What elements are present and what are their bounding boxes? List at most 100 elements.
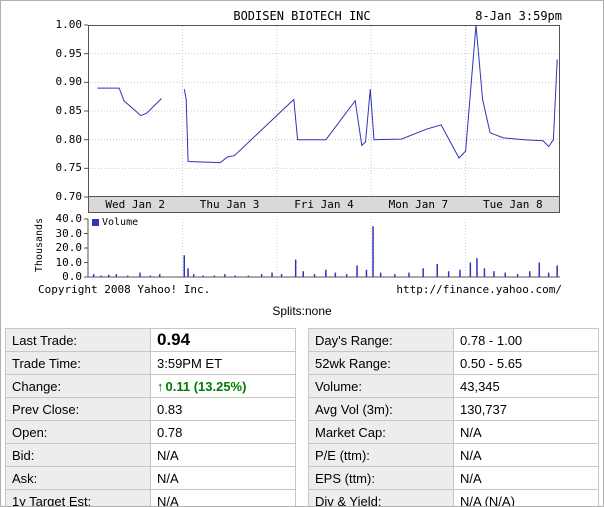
prev-close-value: 0.83 (150, 397, 296, 421)
table-row: Bid: N/A (5, 443, 296, 467)
market-cap-value: N/A (453, 420, 599, 444)
div-yield-value: N/A (N/A) (453, 489, 599, 506)
volume-bar (302, 271, 304, 277)
x-axis-day-label: Fri Jan 4 (294, 198, 354, 211)
volume-legend-label: Volume (102, 217, 139, 228)
volume-bar (193, 274, 195, 277)
y-axis-tick-label: 0.80 (55, 132, 83, 146)
y-axis-tick-label: 0.90 (55, 75, 83, 89)
volume-bar (483, 268, 486, 277)
volume-bar (493, 271, 495, 277)
volume-bar (459, 269, 461, 278)
days-range-value: 0.78 - 1.00 (453, 328, 599, 352)
volume-bar (379, 272, 382, 277)
table-row: Avg Vol (3m): 130,737 (308, 397, 599, 421)
table-row: Change: ↑ 0.11 (13.25%) (5, 374, 296, 398)
table-row: Day's Range: 0.78 - 1.00 (308, 328, 599, 352)
row-label: 52wk Range: (308, 351, 454, 375)
52wk-range-value: 0.50 - 5.65 (453, 351, 599, 375)
last-trade-value: 0.94 (150, 328, 296, 352)
volume-bar (538, 262, 540, 277)
row-label: Avg Vol (3m): (308, 397, 454, 421)
volume-axis-tick-label: 10.0 (55, 255, 83, 269)
volume-axis-tick-label: 40.0 (55, 212, 83, 225)
chart-timestamp: 8-Jan 3:59pm (475, 9, 562, 23)
volume-value: 43,345 (453, 374, 599, 398)
volume-bar (408, 272, 410, 277)
row-label: Trade Time: (5, 351, 151, 375)
volume-bar (476, 258, 478, 277)
volume-bar (92, 274, 95, 277)
target-est-value: N/A (150, 489, 296, 506)
row-label: Prev Close: (5, 397, 151, 421)
row-label: Volume: (308, 374, 454, 398)
volume-bar (313, 274, 316, 277)
volume-bar (139, 272, 141, 277)
y-axis-tick-label: 0.85 (55, 104, 83, 117)
volume-bar (247, 275, 250, 277)
volume-bar (469, 262, 472, 277)
volume-bar (394, 274, 396, 277)
row-label: EPS (ttm): (308, 466, 454, 490)
volume-bar (447, 271, 450, 277)
change-value: 0.11 (13.25%) (165, 378, 247, 394)
volume-bar (213, 275, 216, 277)
volume-bar (159, 274, 161, 277)
x-axis-day-label: Wed Jan 2 (105, 198, 165, 211)
x-axis-day-label: Thu Jan 3 (199, 198, 260, 211)
row-label: Change: (5, 374, 151, 398)
table-row: 52wk Range: 0.50 - 5.65 (308, 351, 599, 375)
stock-chart: BODISEN BIOTECH INC 8-Jan 3:59pm Volume … (28, 7, 576, 299)
table-row: Open: 0.78 (5, 420, 296, 444)
volume-bar (294, 259, 297, 277)
eps-value: N/A (453, 466, 599, 490)
row-label: Day's Range: (308, 328, 454, 352)
row-label: P/E (ttm): (308, 443, 454, 467)
row-label: Ask: (5, 466, 151, 490)
volume-bar (100, 275, 102, 277)
volume-bar (183, 255, 185, 278)
table-row: 1y Target Est: N/A (5, 489, 296, 506)
y-axis-tick-label: 0.70 (55, 190, 83, 203)
volume-bar (516, 274, 519, 277)
y-axis-tick-label: 0.75 (55, 161, 83, 175)
volume-axis-tick-label: 20.0 (55, 241, 83, 254)
chart-title: BODISEN BIOTECH INC (233, 9, 371, 23)
volume-bar (115, 274, 118, 277)
price-plot (88, 25, 560, 197)
row-label: Bid: (5, 443, 151, 467)
volume-bar (556, 265, 558, 277)
table-row: Volume: 43,345 (308, 374, 599, 398)
pe-value: N/A (453, 443, 599, 467)
table-row: Ask: N/A (5, 466, 296, 490)
open-value: 0.78 (150, 420, 296, 444)
table-row: P/E (ttm): N/A (308, 443, 599, 467)
volume-bar (356, 265, 358, 277)
volume-bar (234, 275, 236, 277)
table-row: Last Trade: 0.94 (5, 328, 296, 352)
volume-bar (436, 263, 438, 277)
volume-legend: Volume (92, 218, 138, 228)
up-arrow-icon: ↑ (157, 378, 164, 394)
quote-summary: Last Trade: 0.94 Trade Time: 3:59PM ET C… (5, 328, 599, 506)
ask-value: N/A (150, 466, 296, 490)
row-label: Div & Yield: (308, 489, 454, 506)
volume-bar (372, 226, 374, 278)
volume-bar (202, 275, 204, 277)
volume-bar (365, 269, 368, 278)
volume-bar (149, 275, 152, 277)
volume-bar (345, 274, 348, 277)
volume-bar (529, 271, 531, 277)
table-row: Trade Time: 3:59PM ET (5, 351, 296, 375)
trade-time-value: 3:59PM ET (150, 351, 296, 375)
bid-value: N/A (150, 443, 296, 467)
row-label: Last Trade: (5, 328, 151, 352)
volume-bar (271, 272, 273, 277)
y-axis-tick-label: 1.00 (55, 18, 83, 31)
volume-bar (334, 272, 337, 277)
row-label: Open: (5, 420, 151, 444)
x-axis-band (88, 196, 560, 213)
chart-url: http://finance.yahoo.com/ (396, 283, 562, 296)
table-row: Div & Yield: N/A (N/A) (308, 489, 599, 506)
